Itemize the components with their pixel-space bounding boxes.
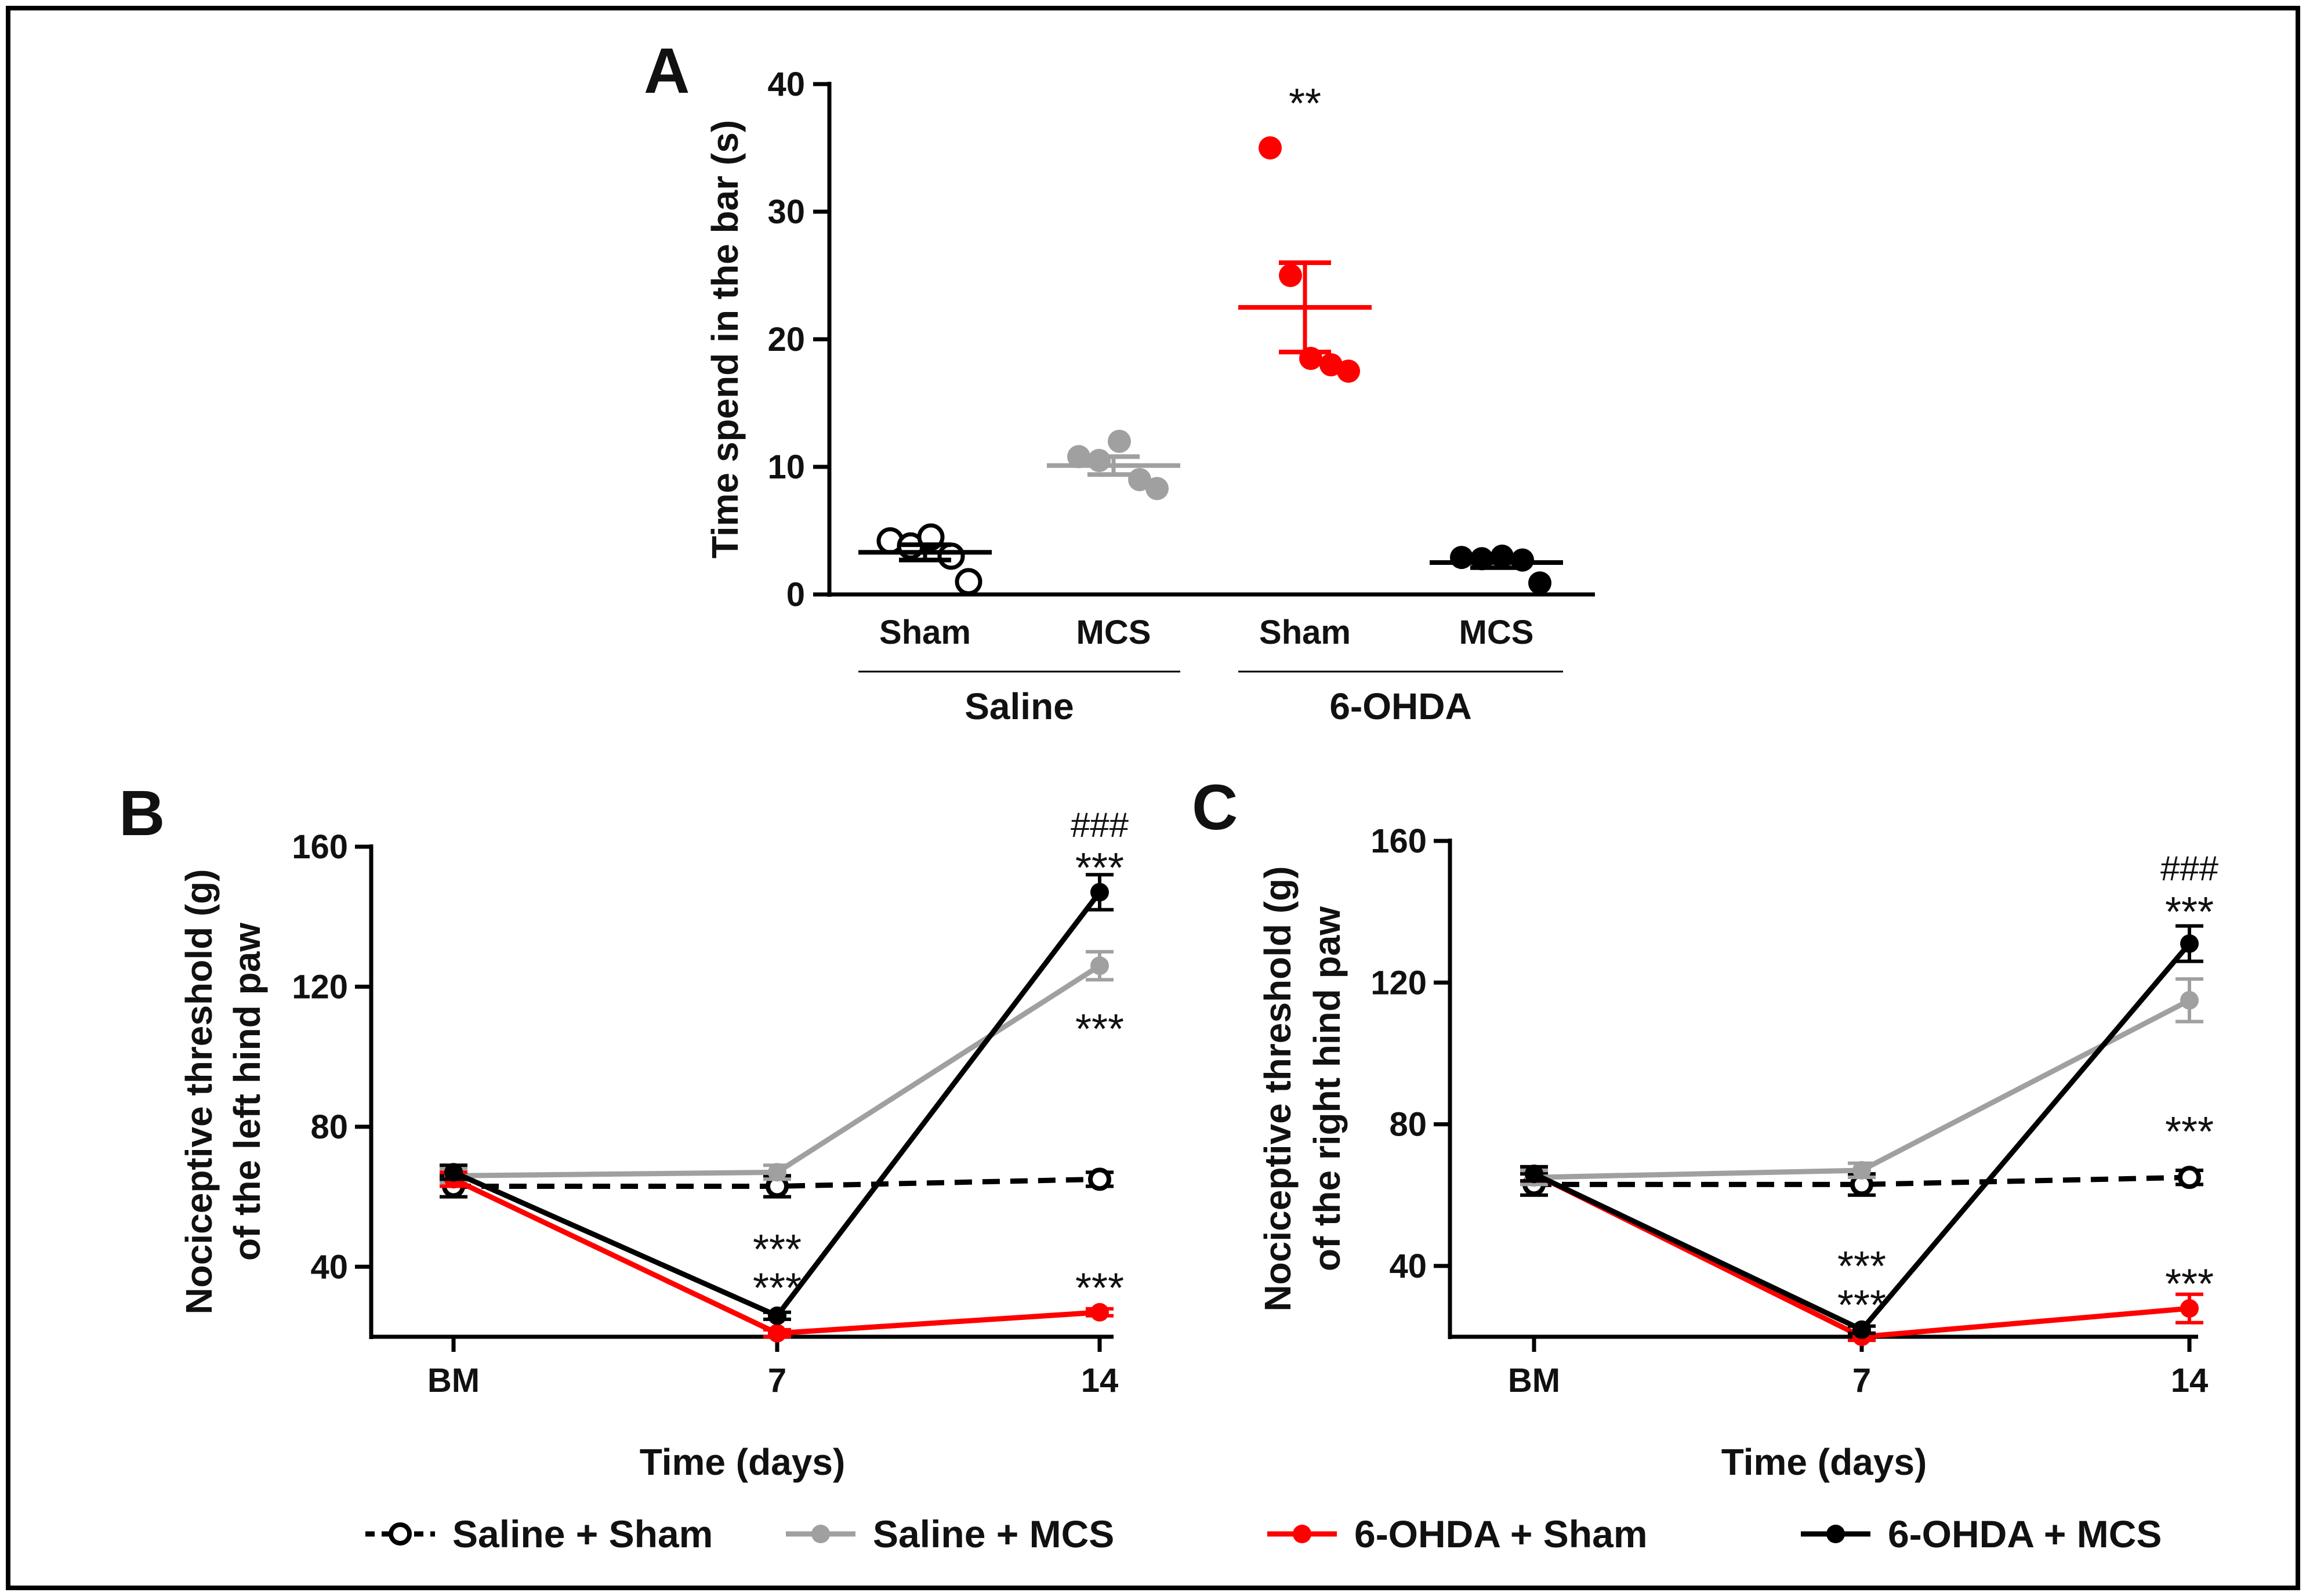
data-point [1528, 571, 1551, 595]
x-tick-label: BM [427, 1362, 480, 1399]
y-tick-label: 160 [1370, 822, 1427, 860]
data-point [2180, 1299, 2199, 1318]
legend-swatch-marker [1293, 1525, 1311, 1543]
y-tick-label: 40 [310, 1248, 348, 1286]
y-axis-title-line1: Nociceptive threshold (g) [178, 869, 220, 1314]
x-axis-title: Time (days) [640, 1441, 846, 1483]
y-tick-label: 80 [1389, 1106, 1427, 1144]
data-point [1259, 136, 1282, 159]
y-tick-label: 120 [292, 968, 348, 1006]
panel-a: A 0 10 20 30 40 Time spend in the bar (s) Sham M… [644, 35, 1595, 727]
y-axis-title: Time spend in the bar (s) [704, 120, 746, 558]
panel-label: B [119, 778, 165, 849]
data-point [1088, 1167, 1111, 1191]
y-tick-label: 40 [1389, 1247, 1427, 1285]
data-point [1450, 546, 1473, 570]
data-point [1145, 477, 1169, 500]
data-point [768, 1163, 786, 1182]
data-point [1067, 445, 1090, 469]
data-point [1090, 883, 1109, 902]
legend-label: 6-OHDA + MCS [1888, 1512, 2162, 1555]
figure-border [6, 6, 2300, 1590]
x-tick-label: 14 [2171, 1362, 2209, 1399]
significance-label: *** [1837, 1243, 1886, 1290]
x-tick-label: Sham [879, 614, 971, 651]
data-point [1090, 956, 1109, 975]
significance-label: *** [753, 1227, 802, 1273]
data-point [2178, 1166, 2201, 1189]
data-point [1087, 449, 1111, 472]
data-point [1108, 430, 1131, 453]
data-point [1852, 1160, 1871, 1180]
significance-label: *** [1075, 1265, 1124, 1312]
significance-label: *** [2165, 1109, 2214, 1155]
data-point [1279, 264, 1302, 287]
y-tick-label: 0 [786, 576, 805, 614]
panel-b: B 40 80 120 160 BM 7 14 Time (days) Nociceptive t… [119, 778, 1129, 1483]
y-axis-title-line2: of the left hind paw [226, 923, 268, 1261]
data-point [444, 1163, 463, 1182]
x-tick-label: MCS [1076, 614, 1151, 651]
series-line [1534, 1174, 2190, 1187]
legend-swatch-marker [811, 1525, 830, 1543]
data-point [1852, 1320, 1871, 1339]
series-6-ohda-mcs [440, 873, 1114, 1325]
y-axis-title-line2: of the right hind paw [1306, 906, 1348, 1271]
significance-label: *** [2165, 889, 2214, 935]
legend-item: 6-OHDA + Sham [1267, 1512, 1648, 1555]
y-tick-label: 80 [310, 1108, 348, 1146]
significance-label: *** [1837, 1282, 1886, 1329]
data-point [2180, 934, 2199, 953]
hash-label: ### [2160, 849, 2219, 888]
legend-label: Saline + MCS [873, 1512, 1114, 1555]
legend: Saline + Sham Saline + MCS 6-OHDA + Sham 6-… [365, 1512, 2162, 1555]
data-point [768, 1323, 786, 1343]
data-point [1337, 360, 1360, 383]
significance-label: ** [1289, 81, 1321, 127]
data-point [2180, 991, 2199, 1010]
y-tick-label: 10 [767, 448, 805, 486]
significance-label: *** [1075, 1006, 1124, 1053]
x-tick-label: MCS [1459, 614, 1534, 651]
group-label: 6-OHDA [1329, 685, 1471, 727]
significance-label: *** [753, 1265, 802, 1312]
data-point [937, 542, 965, 570]
data-point [1319, 353, 1343, 376]
y-tick-label: 120 [1370, 964, 1427, 1002]
y-tick-label: 30 [767, 193, 805, 231]
legend-label: Saline + Sham [452, 1512, 713, 1555]
significance-label: *** [2165, 1261, 2214, 1307]
x-tick-label: 7 [1852, 1362, 1871, 1399]
x-tick-label: BM [1508, 1362, 1560, 1399]
legend-swatch-marker [1826, 1525, 1845, 1543]
data-point [768, 1306, 786, 1325]
panel-label: C [1192, 772, 1238, 843]
significance-label: *** [1075, 845, 1124, 891]
data-point [955, 568, 982, 596]
data-point [1090, 1303, 1109, 1322]
data-point [1525, 1165, 1543, 1184]
y-tick-label: 40 [767, 66, 805, 103]
x-axis-title: Time (days) [1721, 1441, 1927, 1483]
series-6-ohda-mcs [1520, 924, 2203, 1339]
legend-swatch-marker [389, 1522, 412, 1546]
y-tick-label: 20 [767, 321, 805, 358]
y-axis-title-line1: Nociceptive threshold (g) [1257, 866, 1299, 1311]
legend-item: Saline + MCS [786, 1512, 1114, 1555]
panel-c: C 40 80 120 160 BM 7 14 Time (days) Nociceptive t… [1192, 772, 2219, 1483]
legend-item: 6-OHDA + MCS [1801, 1512, 2162, 1555]
legend-item: Saline + Sham [365, 1512, 713, 1555]
group-label: Saline [965, 685, 1074, 727]
y-tick-label: 160 [292, 828, 348, 866]
x-tick-label: 7 [768, 1362, 786, 1399]
hash-label: ### [1071, 806, 1129, 844]
legend-label: 6-OHDA + Sham [1354, 1512, 1648, 1555]
x-tick-label: 14 [1081, 1362, 1119, 1399]
panel-label: A [644, 35, 690, 107]
x-tick-label: Sham [1259, 614, 1351, 651]
